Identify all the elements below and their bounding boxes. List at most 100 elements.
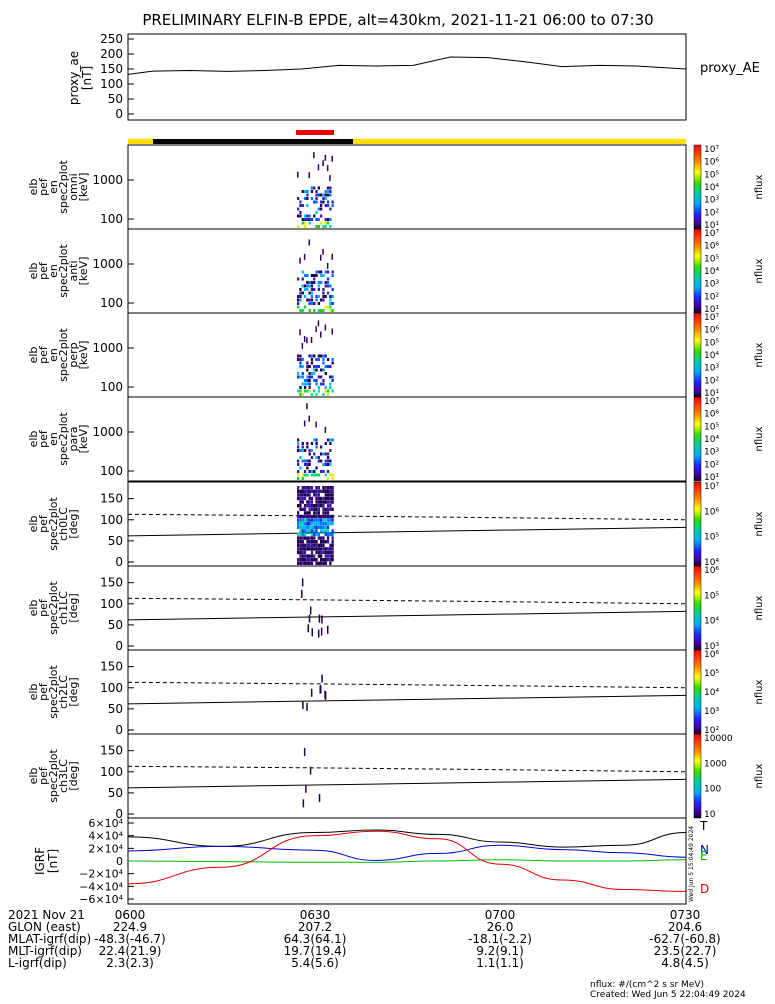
spectrogram-cell xyxy=(308,218,311,221)
proxy-ae-line xyxy=(127,56,687,75)
pitch-angle-cell xyxy=(301,496,304,501)
spectrogram-cell xyxy=(317,365,320,368)
spectrogram-cell xyxy=(315,442,318,445)
colorbar-tick-label: 100 xyxy=(704,785,721,795)
spectrogram-cell xyxy=(320,445,323,449)
pitch-angle-cell xyxy=(329,518,332,522)
pitch-angle-cell xyxy=(308,547,311,551)
spectrogram-cell xyxy=(315,473,318,477)
spectrogram-cell xyxy=(317,295,320,298)
spectrogram-cell xyxy=(329,365,332,368)
pitch-angle-cell xyxy=(322,550,325,555)
spectrogram-cell xyxy=(329,218,332,221)
colorbar-gradient xyxy=(693,649,702,735)
pitch-angle-cell xyxy=(329,507,332,511)
spectrogram-cell xyxy=(324,442,327,445)
spectrogram-cell xyxy=(308,354,311,358)
spectrogram-cell xyxy=(329,225,332,228)
spectrogram-cell xyxy=(313,288,316,291)
pitch-angle-cell xyxy=(313,540,316,544)
colorbar-gradient xyxy=(693,565,702,651)
spectrogram-cell xyxy=(315,200,318,204)
pitch-angle-cell xyxy=(297,518,300,522)
spectrogram-cell xyxy=(315,368,318,372)
spectrogram-cell xyxy=(331,295,334,298)
pitch-angle-cell xyxy=(297,486,300,490)
spectrogram-cell xyxy=(299,361,302,365)
panel-ylabel-line: pef xyxy=(37,682,50,701)
pitch-angle-cell xyxy=(319,685,321,694)
spectrogram-cell xyxy=(299,211,302,214)
spectrogram-cell xyxy=(299,386,302,389)
pitch-angle-cell xyxy=(302,701,304,710)
spectrogram-cell xyxy=(324,281,327,284)
proxy-ae-frame xyxy=(127,33,687,121)
loss-cone-line xyxy=(127,610,687,621)
colorbar-label: nflux xyxy=(754,595,765,620)
spectrogram-cell xyxy=(326,452,330,456)
spectrogram-cell xyxy=(331,200,334,204)
spectrogram-cell xyxy=(313,302,316,305)
pitch-angle-cell xyxy=(322,547,325,551)
igrf-tick-label: 0 xyxy=(116,855,123,868)
pitch-angle-cell xyxy=(326,496,330,501)
pitch-angle-cell xyxy=(299,489,302,493)
pitch-angle-cell xyxy=(322,504,325,508)
spectrogram-cell xyxy=(299,291,302,295)
spectrogram-cell xyxy=(306,204,309,207)
igrf-label-n: N xyxy=(700,843,709,857)
spectrogram-cell xyxy=(310,393,314,396)
spectrogram-cell xyxy=(306,375,309,379)
spectrogram-cell xyxy=(331,358,334,361)
spectrogram-cell xyxy=(308,375,311,379)
spectrogram-cell xyxy=(297,389,300,393)
spectrogram-cell xyxy=(297,358,300,361)
spectrogram-cell xyxy=(299,200,302,204)
pitch-angle-cell xyxy=(308,561,311,565)
colorbar-label: nflux xyxy=(754,426,765,451)
spectrogram-cell xyxy=(326,470,330,473)
pitch-angle-cell xyxy=(301,532,304,537)
spectrogram-cell xyxy=(297,302,300,305)
spectrogram-cell xyxy=(299,329,301,336)
spectrogram-cell xyxy=(329,175,331,182)
spectrogram-cell xyxy=(322,379,325,382)
spectrogram-cell xyxy=(320,470,323,473)
spectrogram-cell xyxy=(310,361,314,365)
panel-frame xyxy=(127,312,687,398)
pitch-angle-cell xyxy=(306,500,309,504)
panel-ylabel-line: [keV] xyxy=(77,341,90,370)
colorbar-1: 10⁷ 10⁶ 10⁵ 10⁴ 10³ 10² 10¹ nflux xyxy=(693,228,765,315)
pitch-angle-cell xyxy=(301,554,304,558)
proxy-ae-ylabel-line: [nT] xyxy=(80,66,94,90)
colorbar-label: nflux xyxy=(754,679,765,704)
spectrogram-cell xyxy=(326,190,330,193)
pitch-angle-cell xyxy=(308,496,311,501)
proxy-ae-tick-label: 150 xyxy=(100,62,123,76)
spectrogram-cell xyxy=(317,193,320,197)
spectrogram-cell xyxy=(306,288,309,291)
spectrogram-cell xyxy=(331,473,334,477)
colorbar-label: nflux xyxy=(754,174,765,199)
pitch-angle-cell xyxy=(297,511,300,515)
igrf-tick-label: 6×10⁴ xyxy=(88,817,123,830)
pitch-angle-cell xyxy=(315,540,318,544)
spectrogram-cell xyxy=(303,218,307,221)
pitch-angle-cell xyxy=(322,529,325,533)
colorbar-gradient xyxy=(693,144,702,230)
pitch-angle-cell xyxy=(320,550,323,555)
pitch-angle-cell xyxy=(320,489,323,493)
spectrogram-cell xyxy=(299,288,302,291)
colorbar-tick-label: 10⁵ xyxy=(704,170,719,180)
footer-created: Created: Wed Jun 5 22:04:49 2024 xyxy=(590,990,746,1000)
spectrogram-cell xyxy=(308,449,311,452)
pitch-angle-cell xyxy=(301,507,304,511)
igrf-label-d: D xyxy=(700,882,709,896)
spectrogram-cell xyxy=(301,309,304,312)
pitch-angle-cell xyxy=(324,547,327,551)
pitch-angle-cell xyxy=(299,536,302,540)
pitch-angle-cell xyxy=(326,493,330,497)
panel-ylabel-line: pef xyxy=(37,429,50,448)
